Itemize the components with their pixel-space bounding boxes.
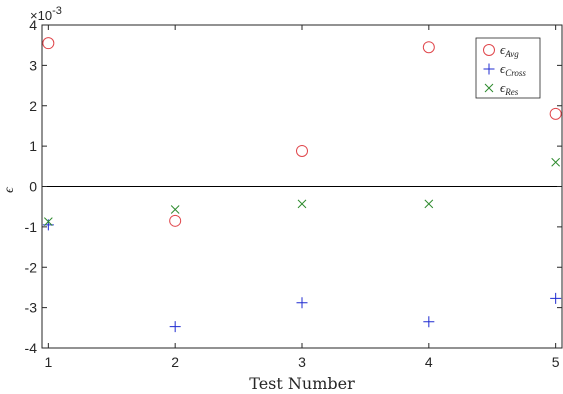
point-cross — [296, 297, 308, 309]
point-avg — [549, 107, 562, 120]
y-axis-ticks: -4 -3 -2 -1 0 1 2 3 4 — [25, 17, 562, 356]
point-res — [43, 217, 53, 226]
point-cross — [550, 292, 562, 304]
point-res — [297, 199, 307, 209]
x-axis-ticks: 1 2 3 4 5 — [44, 25, 560, 370]
x-tick-label: 1 — [44, 354, 52, 370]
x-tick-label: 2 — [171, 354, 179, 370]
point-res — [551, 157, 561, 167]
x-tick-label: 5 — [552, 354, 560, 370]
y-tick-label: -1 — [25, 219, 38, 235]
point-cross — [423, 316, 435, 328]
y-tick-label: -3 — [25, 300, 38, 316]
point-cross — [169, 321, 181, 333]
point-avg — [422, 41, 435, 54]
y-tick-label: -2 — [25, 259, 38, 275]
point-res — [424, 199, 434, 209]
y-tick-label: 4 — [29, 17, 37, 33]
point-res — [170, 205, 180, 214]
legend-label-res: ϵRes — [500, 80, 519, 97]
legend-label-cross: ϵCross — [500, 61, 526, 78]
legend-marker-res — [484, 83, 494, 93]
x-tick-label: 3 — [298, 354, 306, 370]
y-axis-title: ϵ — [2, 186, 17, 193]
legend-box — [475, 37, 541, 99]
y-scale-multiplier: ×10-3 — [30, 5, 62, 23]
legend-marker-avg — [483, 44, 495, 56]
legend-marker-cross — [483, 63, 495, 75]
y-tick-label: 2 — [29, 98, 37, 114]
legend-label-avg: ϵAvg — [500, 42, 519, 59]
point-avg — [296, 144, 308, 157]
y-tick-label: 3 — [29, 57, 37, 73]
point-avg — [42, 37, 55, 50]
point-avg — [169, 214, 182, 227]
y-tick-label: 1 — [29, 138, 37, 154]
y-tick-label: -4 — [25, 340, 38, 356]
y-tick-label: 0 — [29, 179, 37, 195]
legend: ϵAvg ϵCross ϵRes — [475, 37, 541, 99]
x-axis-title: Test Number — [249, 374, 355, 393]
data-marks — [42, 37, 562, 333]
x-tick-label: 4 — [425, 354, 433, 370]
